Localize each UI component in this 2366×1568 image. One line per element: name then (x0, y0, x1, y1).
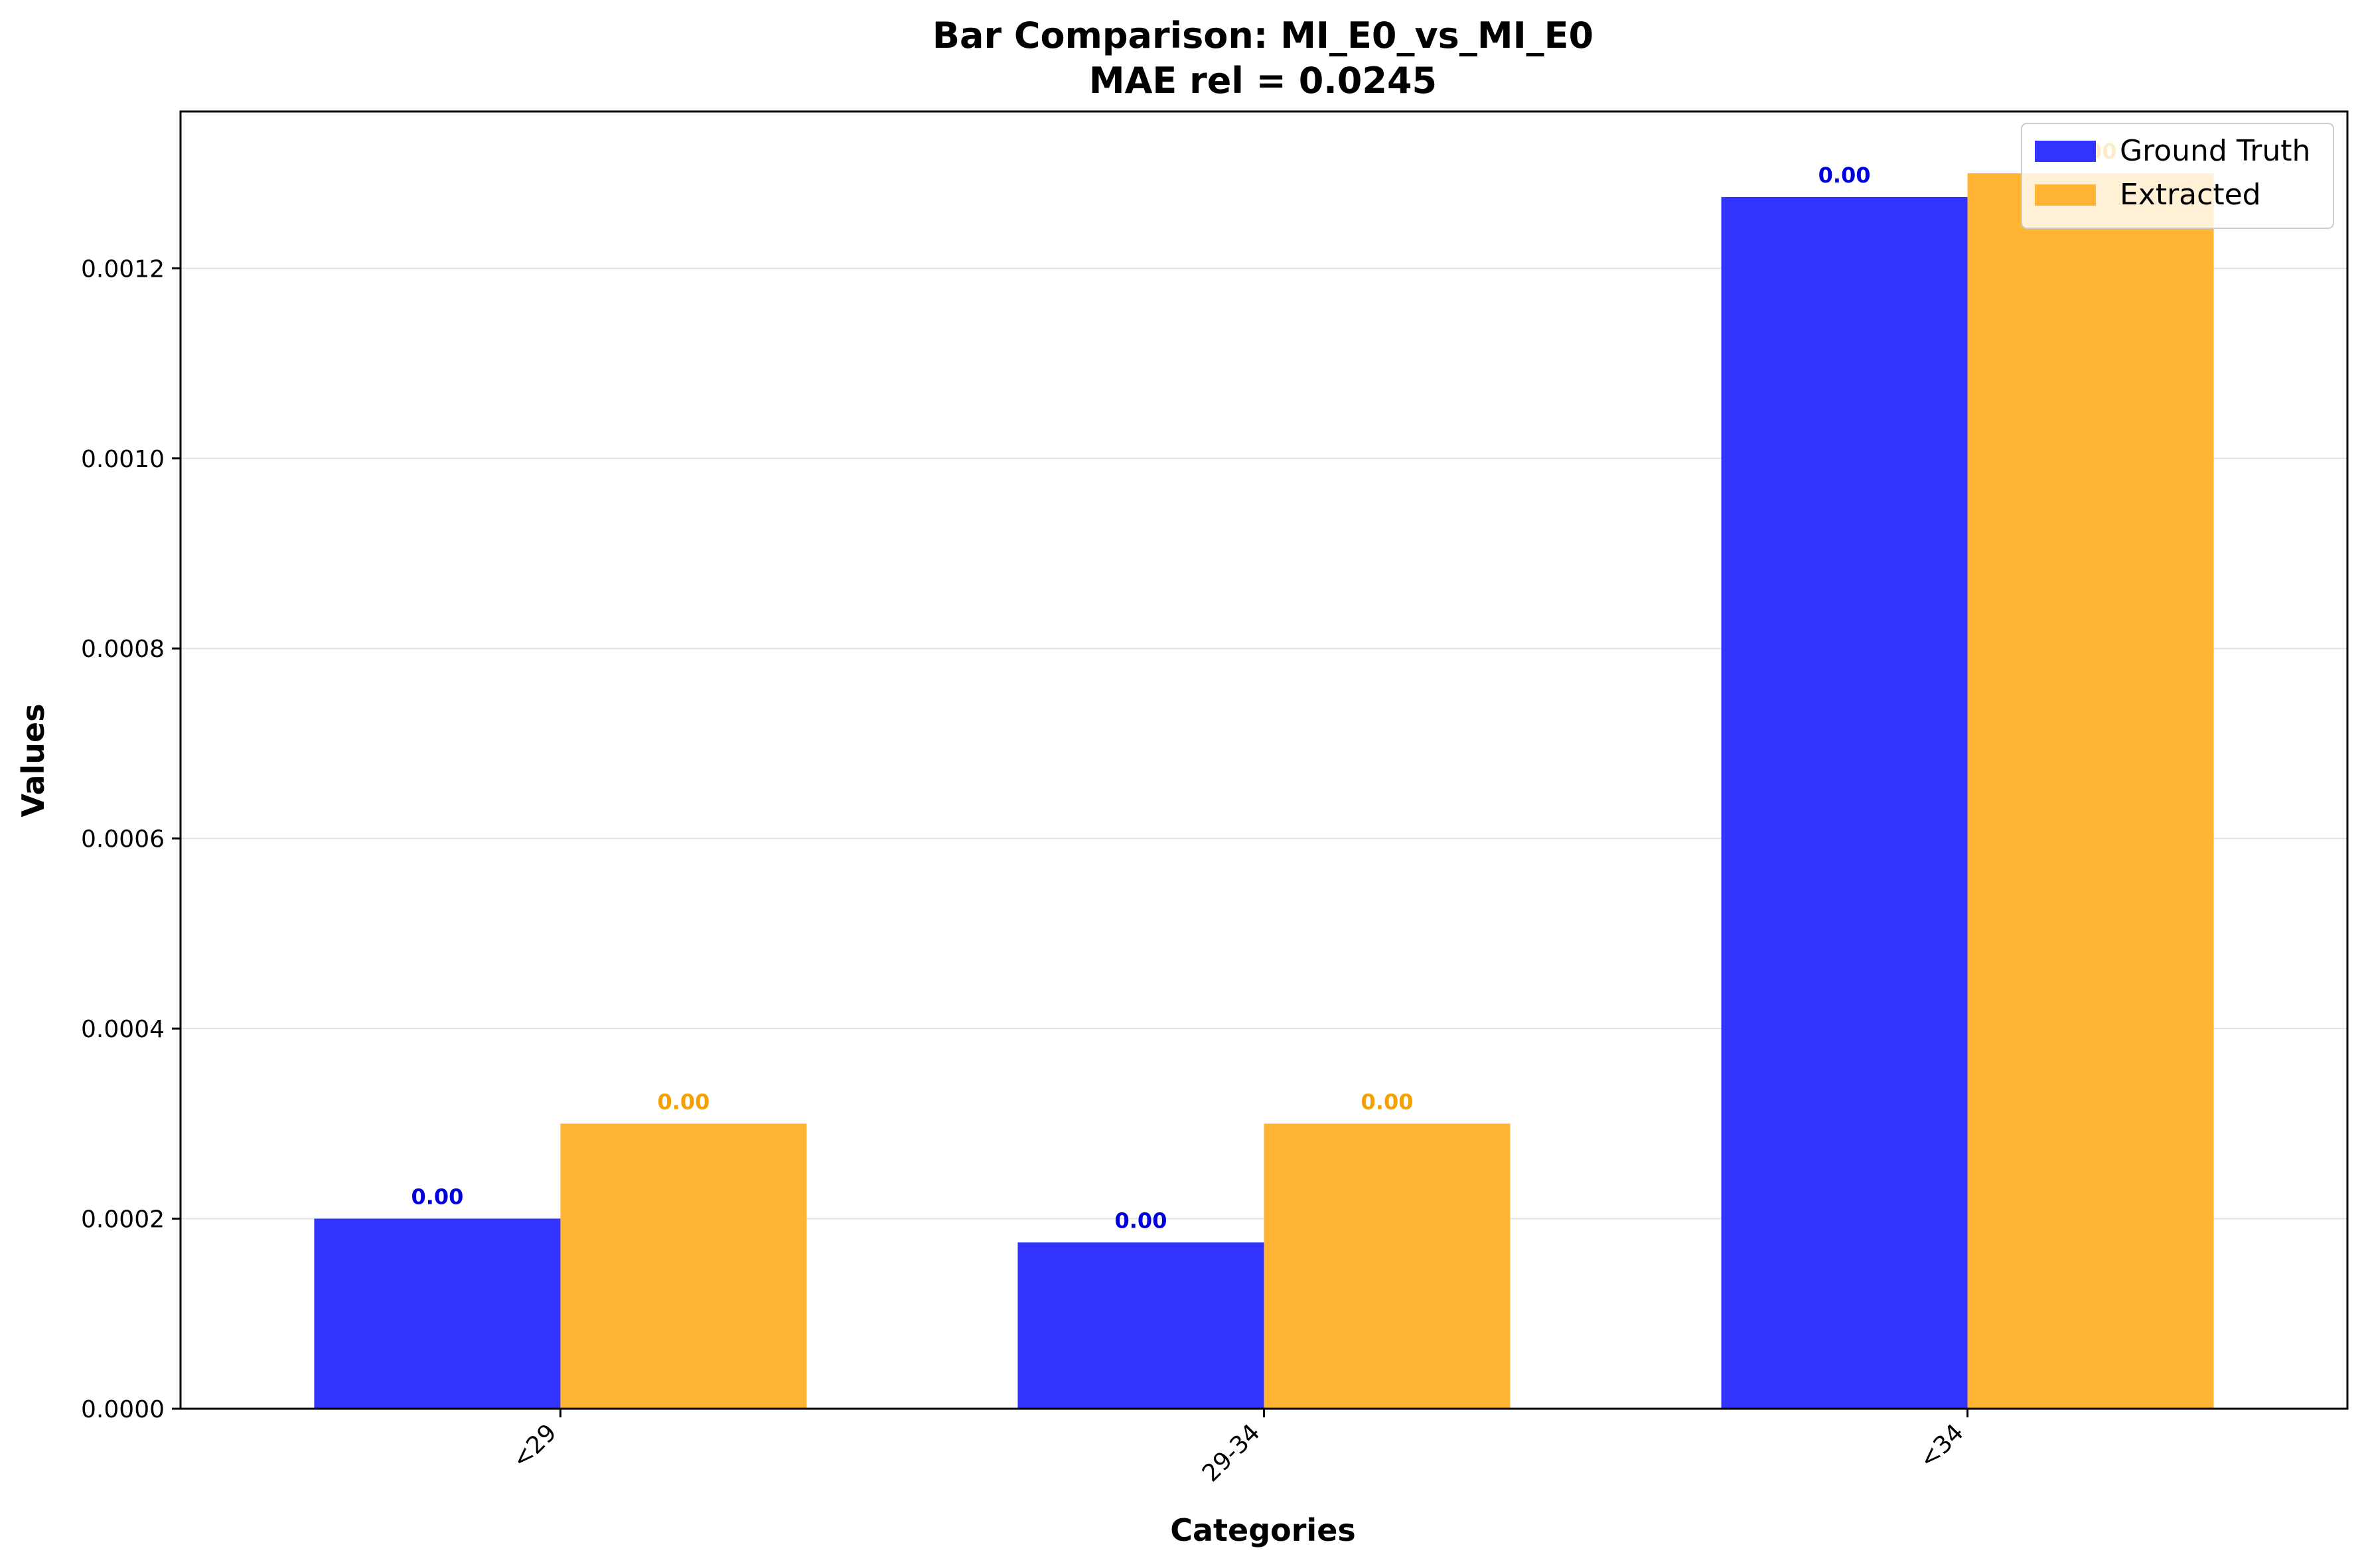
bar-data-label: 0.00 (1818, 163, 1871, 188)
y-tick-label: 0.0002 (81, 1206, 165, 1234)
y-tick-label: 0.0010 (81, 446, 165, 473)
bar-data-label: 0.00 (1115, 1208, 1167, 1233)
y-axis-ticks: 0.0000 0.0002 0.0004 0.0006 0.0008 0.0010 0.00… (81, 255, 181, 1423)
bar-data-label: 0.00 (1361, 1089, 1414, 1114)
bar-data-label: 0.00 (411, 1184, 463, 1210)
bar-extracted (560, 1123, 807, 1409)
chart-title: Bar Comparison: MI_E0_vs_MI_E0 (932, 15, 1593, 56)
bar-ground-truth (1017, 1242, 1264, 1409)
bar-ground-truth (1721, 196, 1968, 1409)
y-tick-label: 0.0004 (81, 1016, 165, 1043)
y-tick-label: 0.0008 (81, 636, 165, 663)
bars (314, 173, 2214, 1409)
bar-extracted (1264, 1123, 1511, 1409)
y-tick-label: 0.0006 (81, 826, 165, 853)
legend-entry-label: Extracted (2120, 178, 2261, 212)
chart-subtitle: MAE rel = 0.0245 (1089, 60, 1437, 102)
bar-ground-truth (314, 1218, 561, 1409)
x-axis-label: Categories (1170, 1512, 1356, 1548)
bar-data-label: 0.00 (657, 1089, 709, 1114)
legend-swatch (2035, 184, 2096, 206)
legend-swatch (2035, 141, 2096, 162)
legend: Ground Truth Extracted (2021, 123, 2334, 229)
y-tick-label: 0.0000 (81, 1396, 165, 1423)
y-axis-label: Values (15, 703, 51, 817)
y-tick-label: 0.0012 (81, 255, 165, 283)
bar-extracted (1967, 173, 2214, 1409)
legend-entry-label: Ground Truth (2120, 134, 2310, 168)
legend-box (2021, 123, 2334, 229)
